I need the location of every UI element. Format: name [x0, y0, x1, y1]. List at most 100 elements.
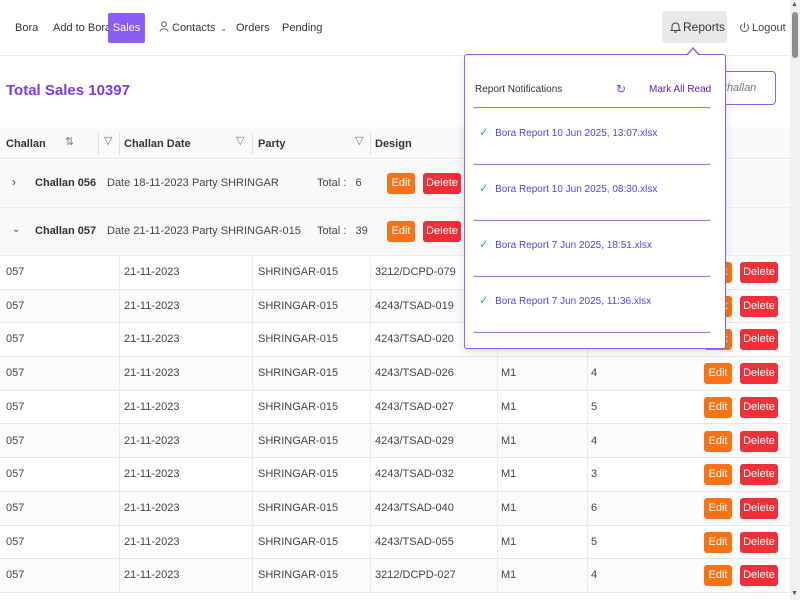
cell-qty: 4: [591, 569, 598, 582]
column-divider: [370, 133, 371, 155]
column-divider: [98, 133, 99, 155]
edit-button[interactable]: Edit: [387, 173, 415, 194]
header-challan-date: Challan Date: [124, 138, 191, 150]
table-row: 057 21-11-2023 SHRINGAR-015 4243/TSAD-032 M1…: [0, 458, 790, 492]
notification-item[interactable]: ✓ Bora Report 10 Jun 2025, 13:07.xlsx: [479, 125, 657, 139]
delete-button[interactable]: Delete: [740, 565, 778, 587]
edit-button[interactable]: Edit: [704, 430, 732, 452]
delete-button[interactable]: Delete: [740, 430, 778, 452]
column-divider: [119, 323, 120, 357]
cell-challan: 057: [6, 400, 25, 413]
popup-title: Report Notifications: [475, 84, 563, 95]
cell-party: SHRINGAR-015: [258, 468, 339, 481]
cell-design: 4243/TSAD-020: [375, 333, 454, 346]
filter-icon[interactable]: ▽: [355, 135, 364, 147]
cell-challan: 057: [6, 299, 25, 312]
column-divider: [497, 390, 498, 424]
group-total: Total : 6: [317, 177, 362, 189]
cell-challan: 057: [6, 569, 25, 582]
cell-design: 4243/TSAD-055: [375, 535, 454, 548]
delete-button[interactable]: Delete: [740, 329, 778, 351]
group-date: Date 18-11-2023: [107, 177, 189, 189]
edit-button[interactable]: Edit: [704, 531, 732, 553]
cell-m: M1: [501, 569, 517, 582]
cell-date: 21-11-2023: [124, 434, 180, 447]
delete-button[interactable]: Delete: [740, 295, 778, 317]
edit-button[interactable]: Edit: [704, 464, 732, 486]
table-row: 057 21-11-2023 SHRINGAR-015 4243/TSAD-027 M1…: [0, 390, 790, 425]
delete-button[interactable]: Delete: [740, 497, 778, 519]
column-divider: [119, 458, 120, 492]
edit-button[interactable]: Edit: [704, 396, 732, 418]
edit-button[interactable]: Edit: [387, 221, 415, 242]
column-divider: [587, 525, 588, 559]
delete-button[interactable]: Delete: [740, 262, 778, 283]
table-row: 057 21-11-2023 SHRINGAR-015 3212/DCPD-027 M1…: [0, 559, 790, 593]
chevron-right-icon[interactable]: ›: [12, 175, 16, 189]
cell-date: 21-11-2023: [124, 333, 180, 346]
sort-icon[interactable]: ⇅: [65, 136, 75, 148]
notification-item[interactable]: ✓ Bora Report 10 Jun 2025, 08:30.xlsx: [479, 181, 657, 195]
cell-party: SHRINGAR-015: [258, 535, 339, 548]
cell-party: SHRINGAR-015: [258, 333, 339, 346]
notification-item[interactable]: ✓ Bora Report 7 Jun 2025, 11:36.xlsx: [479, 293, 651, 307]
edit-button[interactable]: Edit: [704, 497, 732, 519]
nav-item-sales[interactable]: Sales: [108, 13, 145, 43]
logout-button[interactable]: Logout: [739, 13, 786, 43]
nav-item-bora[interactable]: Bora: [15, 22, 39, 34]
scrollbar[interactable]: ▲ ▼: [790, 0, 800, 600]
scroll-up-icon[interactable]: ▲: [791, 1, 798, 8]
cell-date: 21-11-2023: [124, 400, 180, 413]
nav-item-add-to-bora[interactable]: Add to Bora: [53, 22, 112, 34]
reports-label: Reports: [683, 20, 726, 34]
cell-m: M1: [501, 400, 517, 413]
group-party: Party SHRINGAR-015: [192, 225, 301, 237]
cell-design: 4243/TSAD-040: [375, 501, 454, 514]
group-label: Challan 057: [35, 225, 97, 237]
page-title: Total Sales 10397: [6, 82, 130, 99]
column-divider: [119, 559, 120, 593]
chevron-down-icon[interactable]: ⌄: [12, 224, 21, 235]
delete-button[interactable]: Delete: [740, 396, 778, 418]
cell-date: 21-11-2023: [124, 468, 180, 481]
delete-button[interactable]: Delete: [740, 531, 778, 553]
column-divider: [119, 390, 120, 424]
column-divider: [370, 256, 371, 289]
scroll-thumb[interactable]: [792, 12, 798, 58]
delete-button[interactable]: Delete: [423, 221, 461, 242]
reports-button[interactable]: Reports: [662, 11, 727, 43]
cell-party: SHRINGAR-015: [258, 434, 339, 447]
nav-item-orders[interactable]: Orders: [236, 22, 270, 34]
notification-item[interactable]: ✓ Bora Report 7 Jun 2025, 18:51.xlsx: [479, 237, 652, 251]
column-divider: [370, 525, 371, 559]
column-divider: [119, 424, 120, 458]
cell-challan: 057: [6, 501, 25, 514]
column-divider: [119, 525, 120, 559]
cell-party: SHRINGAR-015: [258, 400, 339, 413]
scroll-down-icon[interactable]: ▼: [791, 590, 798, 597]
cell-qty: 6: [591, 501, 598, 514]
column-divider: [252, 357, 253, 391]
cell-design: 4243/TSAD-032: [375, 468, 454, 481]
mark-all-read-link[interactable]: Mark All Read: [649, 84, 712, 95]
cell-m: M1: [501, 367, 517, 380]
filter-icon[interactable]: ▽: [236, 135, 245, 147]
column-divider: [497, 458, 498, 492]
cell-m: M1: [501, 468, 517, 481]
notification-label: Bora Report 10 Jun 2025, 13:07.xlsx: [495, 128, 658, 139]
user-icon: [159, 21, 169, 32]
header-challan: Challan: [6, 138, 46, 150]
nav-item-pending[interactable]: Pending: [282, 22, 323, 34]
column-divider: [370, 289, 371, 323]
cell-date: 21-11-2023: [124, 501, 180, 514]
cell-m: M1: [501, 501, 517, 514]
refresh-icon[interactable]: ↻: [616, 82, 627, 96]
delete-button[interactable]: Delete: [423, 173, 461, 194]
filter-icon[interactable]: ▽: [104, 135, 113, 147]
nav-item-contacts[interactable]: Contacts ⌄: [152, 13, 234, 43]
delete-button[interactable]: Delete: [740, 464, 778, 486]
delete-button[interactable]: Delete: [740, 363, 778, 385]
column-divider: [587, 559, 588, 593]
edit-button[interactable]: Edit: [704, 363, 732, 385]
edit-button[interactable]: Edit: [704, 565, 732, 587]
